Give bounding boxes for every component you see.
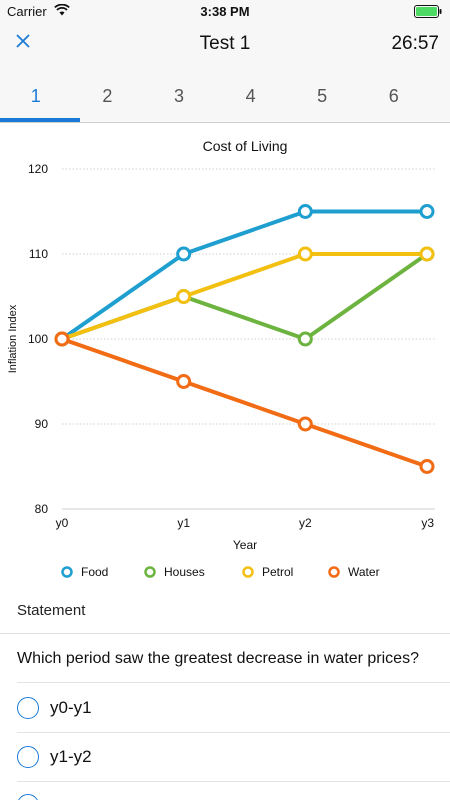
radio-button-icon[interactable] (17, 794, 39, 800)
x-tick-label: y0 (56, 516, 69, 530)
legend-marker (144, 566, 156, 578)
divider (17, 682, 450, 683)
tab-4[interactable]: 4 (245, 86, 256, 106)
data-point (176, 374, 192, 389)
series-line (61, 337, 428, 469)
legend-label: Petrol (262, 565, 293, 579)
answer-option-1[interactable]: y0-y1 (0, 684, 450, 732)
legend-marker (242, 566, 254, 578)
legend-label: Houses (164, 565, 205, 579)
legend-marker (328, 566, 340, 578)
data-point (297, 204, 313, 219)
tab-6[interactable]: 6 (388, 86, 399, 106)
question-text: Which period saw the greatest decrease i… (17, 650, 419, 667)
data-point (297, 246, 313, 262)
data-point (176, 289, 192, 304)
x-tick-label: y1 (177, 516, 190, 530)
battery-icon (414, 5, 442, 18)
nav-bar: Test 1 26:57 (0, 22, 450, 66)
x-tick-label: y3 (421, 516, 434, 530)
legend-item-water: Water (328, 565, 380, 579)
y-tick-label: 90 (35, 417, 49, 431)
option-label: y0-y1 (50, 698, 92, 717)
series-line (60, 209, 427, 341)
divider (0, 633, 450, 634)
y-tick-label: 120 (28, 162, 48, 176)
statement-label: Statement (17, 602, 86, 619)
status-bar: Carrier 3:38 PM (0, 0, 450, 22)
line-chart: Cost of Living 120 110 100 90 80 y0 y1 y2 y3 In… (7, 138, 435, 579)
chart-title: Cost of Living (203, 138, 288, 154)
data-point (176, 246, 192, 262)
tab-1[interactable]: 1 (30, 86, 41, 106)
legend-item-petrol: Petrol (242, 565, 293, 579)
tab-5[interactable]: 5 (317, 86, 328, 106)
data-point (54, 331, 70, 347)
radio-button-icon[interactable] (17, 697, 39, 719)
data-point (419, 459, 435, 474)
active-tab-indicator (0, 118, 80, 122)
y-tick-label: 80 (35, 502, 49, 516)
x-axis-label: Year (233, 538, 257, 552)
countdown-timer: 26:57 (391, 33, 439, 54)
series-houses (54, 246, 435, 347)
tab-3[interactable]: 3 (173, 86, 184, 106)
question-tabs: 1 2 3 4 5 6 (0, 66, 450, 123)
carrier-label: Carrier (7, 4, 47, 19)
data-point (297, 416, 313, 432)
close-icon[interactable] (12, 30, 36, 54)
radio-button-icon[interactable] (17, 746, 39, 768)
series-water (54, 331, 435, 474)
status-time: 3:38 PM (200, 4, 250, 19)
data-point (297, 331, 313, 347)
series-petrol (54, 246, 435, 347)
page-title: Test 1 (199, 33, 251, 54)
legend-label: Water (348, 565, 380, 579)
y-tick-label: 110 (29, 247, 48, 261)
series-line (61, 252, 427, 341)
divider (17, 781, 450, 782)
option-label: y1-y2 (50, 747, 92, 766)
legend-marker (61, 566, 73, 578)
legend-label: Food (81, 565, 108, 579)
x-tick-label: y2 (299, 516, 312, 530)
answer-option-2[interactable]: y1-y2 (0, 733, 450, 781)
data-point (419, 204, 435, 219)
legend-item-food: Food (61, 565, 108, 579)
wifi-icon (54, 4, 70, 16)
y-tick-label: 100 (28, 332, 48, 346)
y-axis-label: Inflation Index (7, 304, 19, 373)
tab-2[interactable]: 2 (102, 86, 113, 106)
series-line (61, 252, 429, 341)
legend-item-houses: Houses (144, 565, 205, 579)
data-point (419, 246, 435, 262)
divider (17, 732, 450, 733)
